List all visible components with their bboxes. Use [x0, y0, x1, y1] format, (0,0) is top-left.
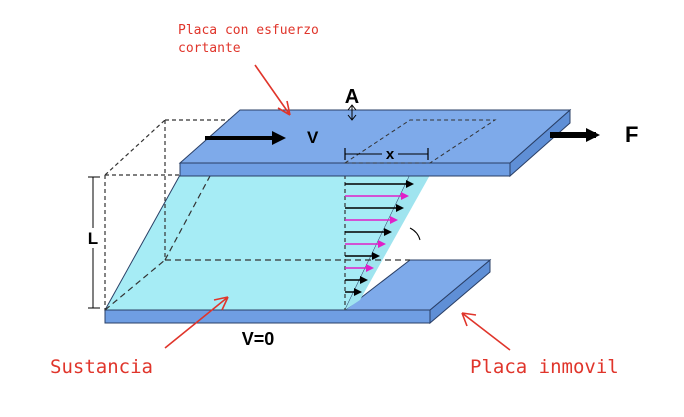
top-plate [178, 108, 572, 178]
annotation-pointer-icon [254, 64, 291, 116]
length-dimension: L [84, 176, 102, 309]
annotation-pointer-icon [461, 312, 511, 351]
annotation-substance-label: Sustancia [50, 356, 153, 378]
area-indicator: A [345, 86, 359, 121]
annotation-top-plate: Placa con esfuerzo cortante [178, 23, 319, 116]
area-label: A [345, 86, 359, 108]
velocity-profile [345, 180, 421, 296]
annotation-fixed-plate: Placa inmovil [461, 312, 619, 378]
annotation-fixed-plate-label: Placa inmovil [470, 356, 619, 378]
bottom-velocity-label: V=0 [242, 329, 275, 349]
displacement-label: x [386, 146, 395, 163]
velocity-indicator: V [205, 128, 319, 147]
annotation-top-plate-line2: cortante [178, 41, 241, 56]
force-indicator: F [550, 122, 638, 147]
annotation-pointer-icon [164, 296, 229, 349]
length-label: L [88, 229, 98, 248]
velocity-label: V [307, 128, 319, 147]
bottom-plate [104, 258, 492, 325]
force-label: F [625, 122, 638, 147]
displacement-dimension: x [344, 145, 429, 163]
annotation-top-plate-line1: Placa con esfuerzo [178, 23, 319, 38]
annotation-substance: Sustancia [50, 296, 229, 378]
